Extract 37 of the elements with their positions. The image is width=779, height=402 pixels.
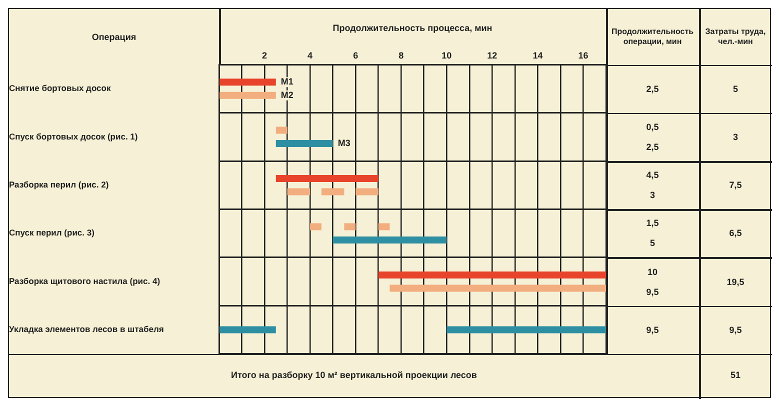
text: 9,5 bbox=[728, 324, 743, 337]
x-tick-label: 2 bbox=[262, 50, 268, 61]
series-label: М1 bbox=[280, 76, 294, 87]
text: 5 bbox=[650, 238, 655, 248]
text: 2,5 bbox=[645, 82, 660, 96]
x-tick-label: 8 bbox=[398, 50, 404, 61]
text: 7,5 bbox=[728, 179, 743, 192]
y-axis-title: Операция bbox=[90, 30, 138, 44]
text: 10 9,5 bbox=[645, 266, 660, 299]
series-label: М3 bbox=[338, 138, 350, 148]
x-tick-label: 16 bbox=[578, 50, 588, 61]
text: Продолжительность операции, мин bbox=[610, 26, 695, 48]
text: 19,5 bbox=[726, 276, 746, 289]
text: 9,5 bbox=[645, 324, 660, 337]
text: 1,5 bbox=[646, 218, 659, 228]
text: Итого на разборку 10 м² вертикальной проекции лесов bbox=[230, 369, 478, 382]
y-tick-label: Спуск перил (рис. 3) bbox=[9, 228, 95, 238]
x-tick-label: 10 bbox=[442, 50, 452, 61]
y-tick-label: Снятие бортовых досок bbox=[9, 83, 112, 94]
text: 4,5 bbox=[646, 170, 659, 180]
x-tick-label: 14 bbox=[532, 50, 543, 61]
series-label: М2 bbox=[280, 90, 294, 100]
text: 5 bbox=[732, 84, 738, 94]
text: 0,5 2,5 bbox=[645, 120, 660, 154]
x-tick-label: 12 bbox=[487, 50, 498, 61]
x-tick-label: 4 bbox=[308, 50, 313, 61]
y-tick-label: Разборка щитового настила (рис. 4) bbox=[9, 276, 160, 286]
text: Затраты труда, чел.-мин bbox=[704, 26, 767, 48]
y-tick-label: Спуск бортовых досок (рис. 1) bbox=[9, 131, 138, 142]
x-axis-title: Продолжительность процесса, мин bbox=[332, 22, 492, 33]
text: 3 bbox=[650, 190, 655, 200]
y-tick-label: Разборка перил (рис. 2) bbox=[9, 179, 109, 190]
text: 51 bbox=[729, 369, 742, 382]
y-tick-label: Укладка элементов лесов в штабеля bbox=[9, 324, 164, 334]
text: 3 bbox=[732, 132, 738, 142]
text: 6,5 bbox=[728, 227, 743, 240]
x-tick-label: 6 bbox=[353, 50, 358, 61]
